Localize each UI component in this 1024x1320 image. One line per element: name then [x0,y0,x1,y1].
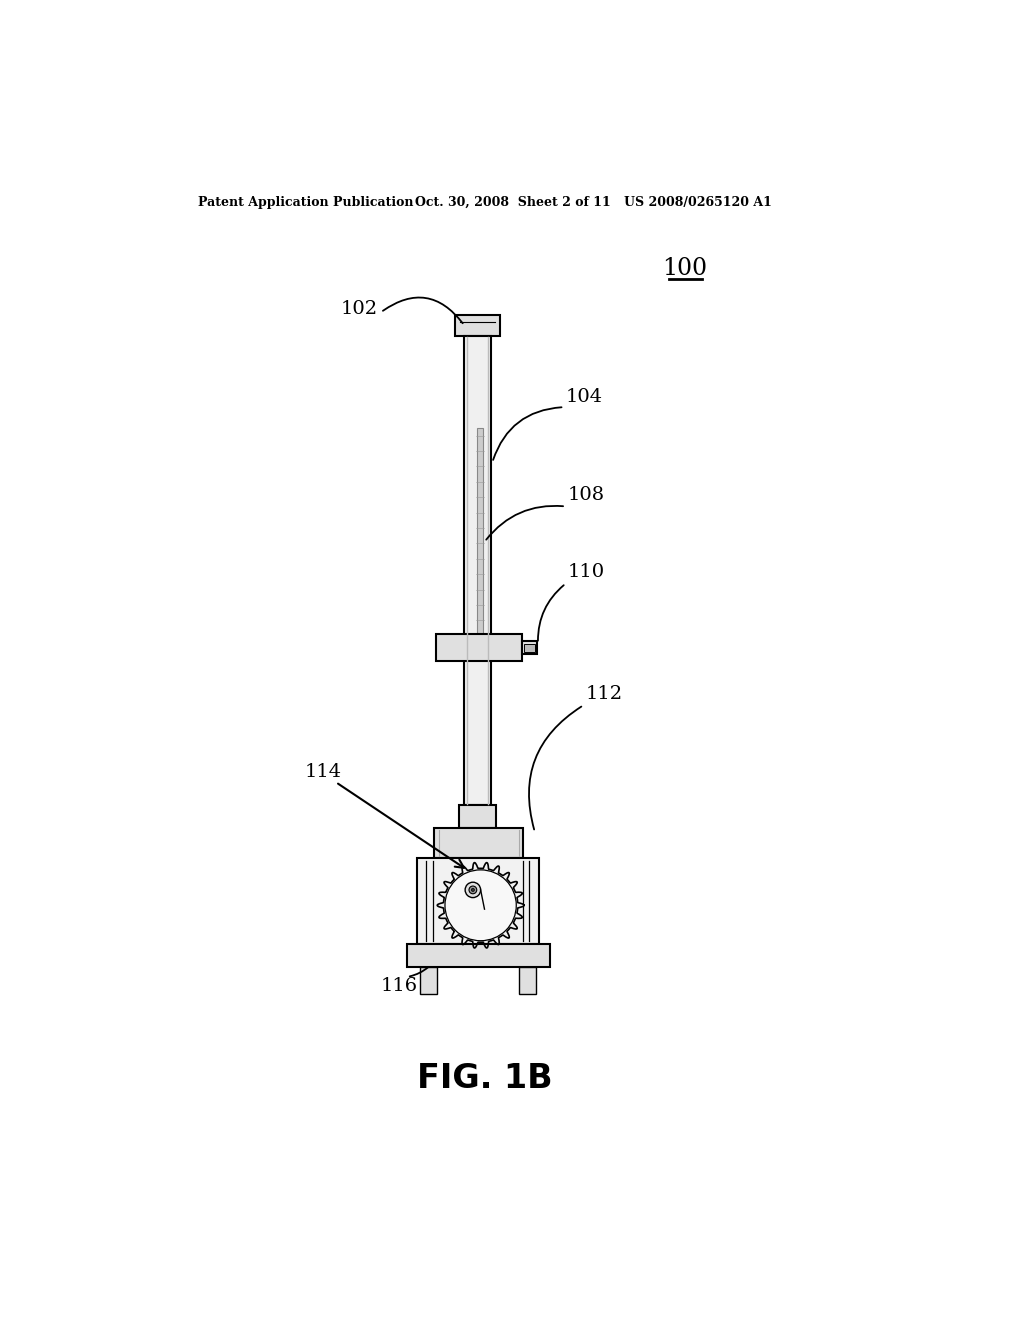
Text: 114: 114 [305,763,342,781]
Bar [417,858,539,944]
Circle shape [469,886,477,894]
Bar [477,428,483,636]
Bar [420,966,437,994]
Circle shape [445,870,516,941]
Text: 108: 108 [567,486,604,504]
Text: 102: 102 [340,300,378,318]
Bar [407,944,550,966]
Bar [464,335,492,805]
Bar [519,966,537,994]
Text: 104: 104 [566,388,603,407]
Text: FIG. 1B: FIG. 1B [417,1063,552,1096]
Text: 116: 116 [381,977,418,995]
Circle shape [471,888,474,891]
Bar [435,635,521,661]
Text: 100: 100 [662,257,707,280]
Text: Patent Application Publication: Patent Application Publication [198,195,414,209]
Circle shape [465,882,480,898]
Text: 112: 112 [586,685,623,702]
Bar [455,315,500,335]
Bar [521,642,538,655]
Text: US 2008/0265120 A1: US 2008/0265120 A1 [624,195,772,209]
Text: Oct. 30, 2008  Sheet 2 of 11: Oct. 30, 2008 Sheet 2 of 11 [415,195,610,209]
Bar [524,644,535,652]
Bar [434,829,523,858]
Text: 110: 110 [567,562,604,581]
Bar [459,805,496,829]
